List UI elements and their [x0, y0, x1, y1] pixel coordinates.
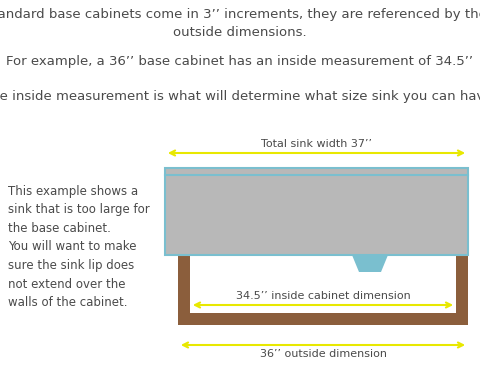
Text: This example shows a
sink that is too large for
the base cabinet.
You will want : This example shows a sink that is too la…	[8, 185, 150, 309]
Bar	[178, 175, 190, 325]
Text: Standard base cabinets come in 3’’ increments, they are referenced by their: Standard base cabinets come in 3’’ incre…	[0, 8, 480, 21]
Bar	[178, 313, 468, 325]
Text: For example, a 36’’ base cabinet has an inside measurement of 34.5’’: For example, a 36’’ base cabinet has an …	[7, 55, 473, 68]
Bar	[456, 175, 468, 325]
Text: 34.5’’ inside cabinet dimension: 34.5’’ inside cabinet dimension	[236, 291, 410, 301]
Polygon shape	[352, 255, 388, 272]
Text: outside dimensions.: outside dimensions.	[173, 26, 307, 39]
Bar	[165, 168, 468, 255]
Text: 36’’ outside dimension: 36’’ outside dimension	[260, 349, 386, 359]
Text: The inside measurement is what will determine what size sink you can have.: The inside measurement is what will dete…	[0, 90, 480, 103]
Text: Total sink width 37’’: Total sink width 37’’	[261, 139, 372, 149]
